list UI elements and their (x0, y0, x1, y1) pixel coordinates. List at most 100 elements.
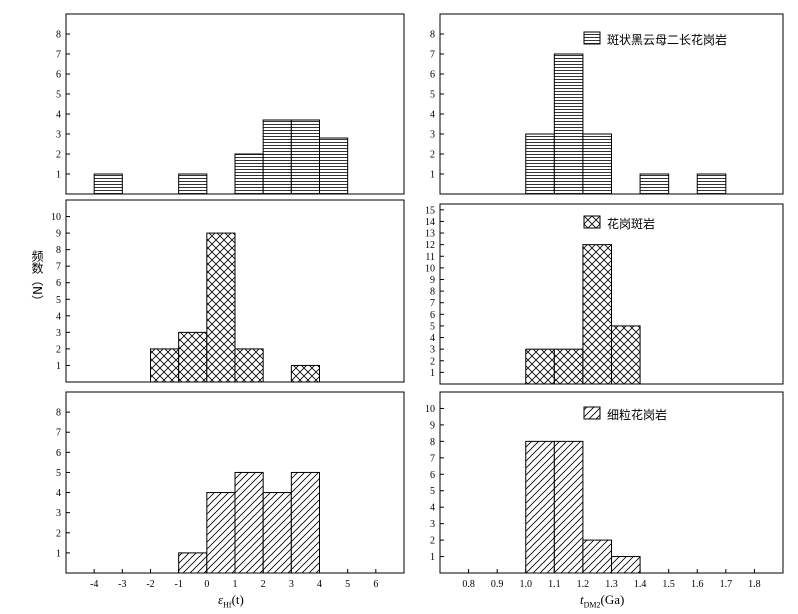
y-tick-label: 6 (56, 70, 61, 81)
histogram-bar (178, 173, 208, 195)
y-tick-label: 7 (56, 428, 61, 439)
legend-swatch (583, 406, 601, 420)
y-tick-label: 7 (56, 262, 61, 273)
x-tick-label: 1.0 (520, 579, 533, 590)
x-axis-left-subscript: Hf (223, 600, 232, 610)
histogram-bar (582, 244, 613, 385)
y-tick-label: 5 (56, 90, 61, 101)
histogram-bar (553, 348, 584, 385)
histogram-bar (262, 119, 292, 195)
x-tick-label: 0.9 (491, 579, 504, 590)
y-tick-label: 6 (56, 448, 61, 459)
panel-top-left: 1 2 3 4 5 6 7 8 (56, 13, 405, 195)
histogram-bar (553, 440, 584, 574)
y-tick-label: 1 (430, 368, 435, 379)
x-tick-label: 6 (373, 579, 378, 590)
y-tick-label: 15 (425, 205, 435, 216)
x-tick-label: 2 (261, 579, 266, 590)
histogram-bar (582, 133, 613, 195)
y-axis-label: 频数（N） (30, 250, 44, 307)
legend-swatch (583, 31, 601, 45)
y-tick-label: 12 (425, 240, 435, 251)
y-tick-label: 6 (430, 310, 435, 321)
x-tick-label: 1.6 (691, 579, 704, 590)
histogram-bar (262, 492, 292, 574)
histogram-bar (206, 232, 236, 383)
histogram-bar (93, 173, 123, 195)
x-tick-label: 1.2 (577, 579, 590, 590)
y-tick-label: 7 (430, 50, 435, 61)
histogram-bar (290, 471, 321, 574)
histogram-bar (234, 348, 264, 383)
histogram-bar (178, 331, 208, 383)
x-tick-label: -2 (146, 579, 154, 590)
y-tick-label: 1 (430, 552, 435, 563)
x-tick-label: 5 (345, 579, 350, 590)
histogram-bar (639, 173, 670, 195)
y-tick-label: 4 (430, 503, 435, 514)
y-tick-label: 3 (430, 130, 435, 141)
y-tick-label: 4 (56, 488, 61, 499)
y-tick-label: 5 (430, 321, 435, 332)
panel-bottom-left: 1 2 3 4 5 6 7 8 -4 -3 -2 -1 0 1 2 3 4 5 6 (56, 391, 405, 590)
y-tick-label: 4 (430, 333, 435, 344)
y-tick-label: 7 (430, 453, 435, 464)
legend-label-middle-right: 花岗斑岩 (607, 217, 656, 231)
x-tick-label: -4 (90, 579, 98, 590)
x-tick-label: 1 (233, 579, 238, 590)
histogram-bar (290, 119, 321, 195)
x-axis-right-symbol: t (580, 592, 584, 607)
y-tick-label: 10 (425, 263, 435, 274)
x-tick-label: 1.1 (548, 579, 561, 590)
x-axis-right-suffix: (Ga) (600, 592, 625, 607)
y-tick-label: 13 (425, 229, 435, 240)
x-tick-label: -1 (174, 579, 182, 590)
histogram-bar (525, 133, 555, 195)
y-tick-label: 4 (430, 110, 435, 121)
histogram-bar (611, 325, 641, 385)
y-tick-label: 3 (56, 508, 61, 519)
y-tick-label: 4 (56, 110, 61, 121)
panel-middle-left: 1 2 3 4 5 6 7 8 9 10 (51, 199, 405, 383)
y-tick-label: 10 (51, 212, 61, 223)
y-tick-label: 3 (56, 130, 61, 141)
y-tick-label: 8 (430, 30, 435, 41)
y-tick-label: 8 (56, 408, 61, 419)
y-tick-label: 2 (56, 150, 61, 161)
y-tick-label: 3 (56, 328, 61, 339)
y-tick-label: 6 (430, 70, 435, 81)
y-tick-label: 2 (56, 344, 61, 355)
y-tick-label: 2 (430, 356, 435, 367)
y-tick-label: 6 (430, 470, 435, 481)
y-tick-label: 1 (56, 548, 61, 559)
y-tick-label: 10 (425, 404, 435, 415)
x-tick-label: 0 (204, 579, 209, 590)
legend-label-top-right: 斑状黑云母二长花岗岩 (607, 33, 728, 47)
y-tick-label: 8 (430, 287, 435, 298)
x-tick-label: 1.7 (720, 579, 733, 590)
histogram-bar (234, 153, 264, 195)
y-tick-label: 1 (430, 170, 435, 181)
legend-swatch (583, 215, 601, 229)
panel-bottom-right: 1 2 3 4 5 6 7 8 9 10 0.8 0.9 1.0 1.1 1.2 1.3 1.4 1.5 1.6 1.… (425, 391, 784, 590)
y-tick-label: 7 (430, 298, 435, 309)
y-tick-label: 9 (56, 229, 61, 240)
panel-top-right: 1 2 3 4 5 6 7 8 (430, 13, 784, 195)
y-tick-label: 8 (56, 245, 61, 256)
y-tick-label: 1 (56, 361, 61, 372)
y-tick-label: 8 (56, 30, 61, 41)
x-tick-label: -3 (118, 579, 126, 590)
y-tick-label: 4 (56, 311, 61, 322)
histogram-bar (525, 440, 555, 574)
histogram-bar (553, 53, 584, 195)
x-axis-label-left: εHf(t) (218, 592, 244, 610)
histogram-bar (178, 552, 208, 574)
histogram-bar (525, 348, 555, 385)
y-tick-label: 5 (56, 295, 61, 306)
y-tick-label: 11 (425, 252, 435, 263)
y-tick-label: 9 (430, 420, 435, 431)
y-tick-label: 9 (430, 275, 435, 286)
x-tick-label: 0.8 (462, 579, 475, 590)
